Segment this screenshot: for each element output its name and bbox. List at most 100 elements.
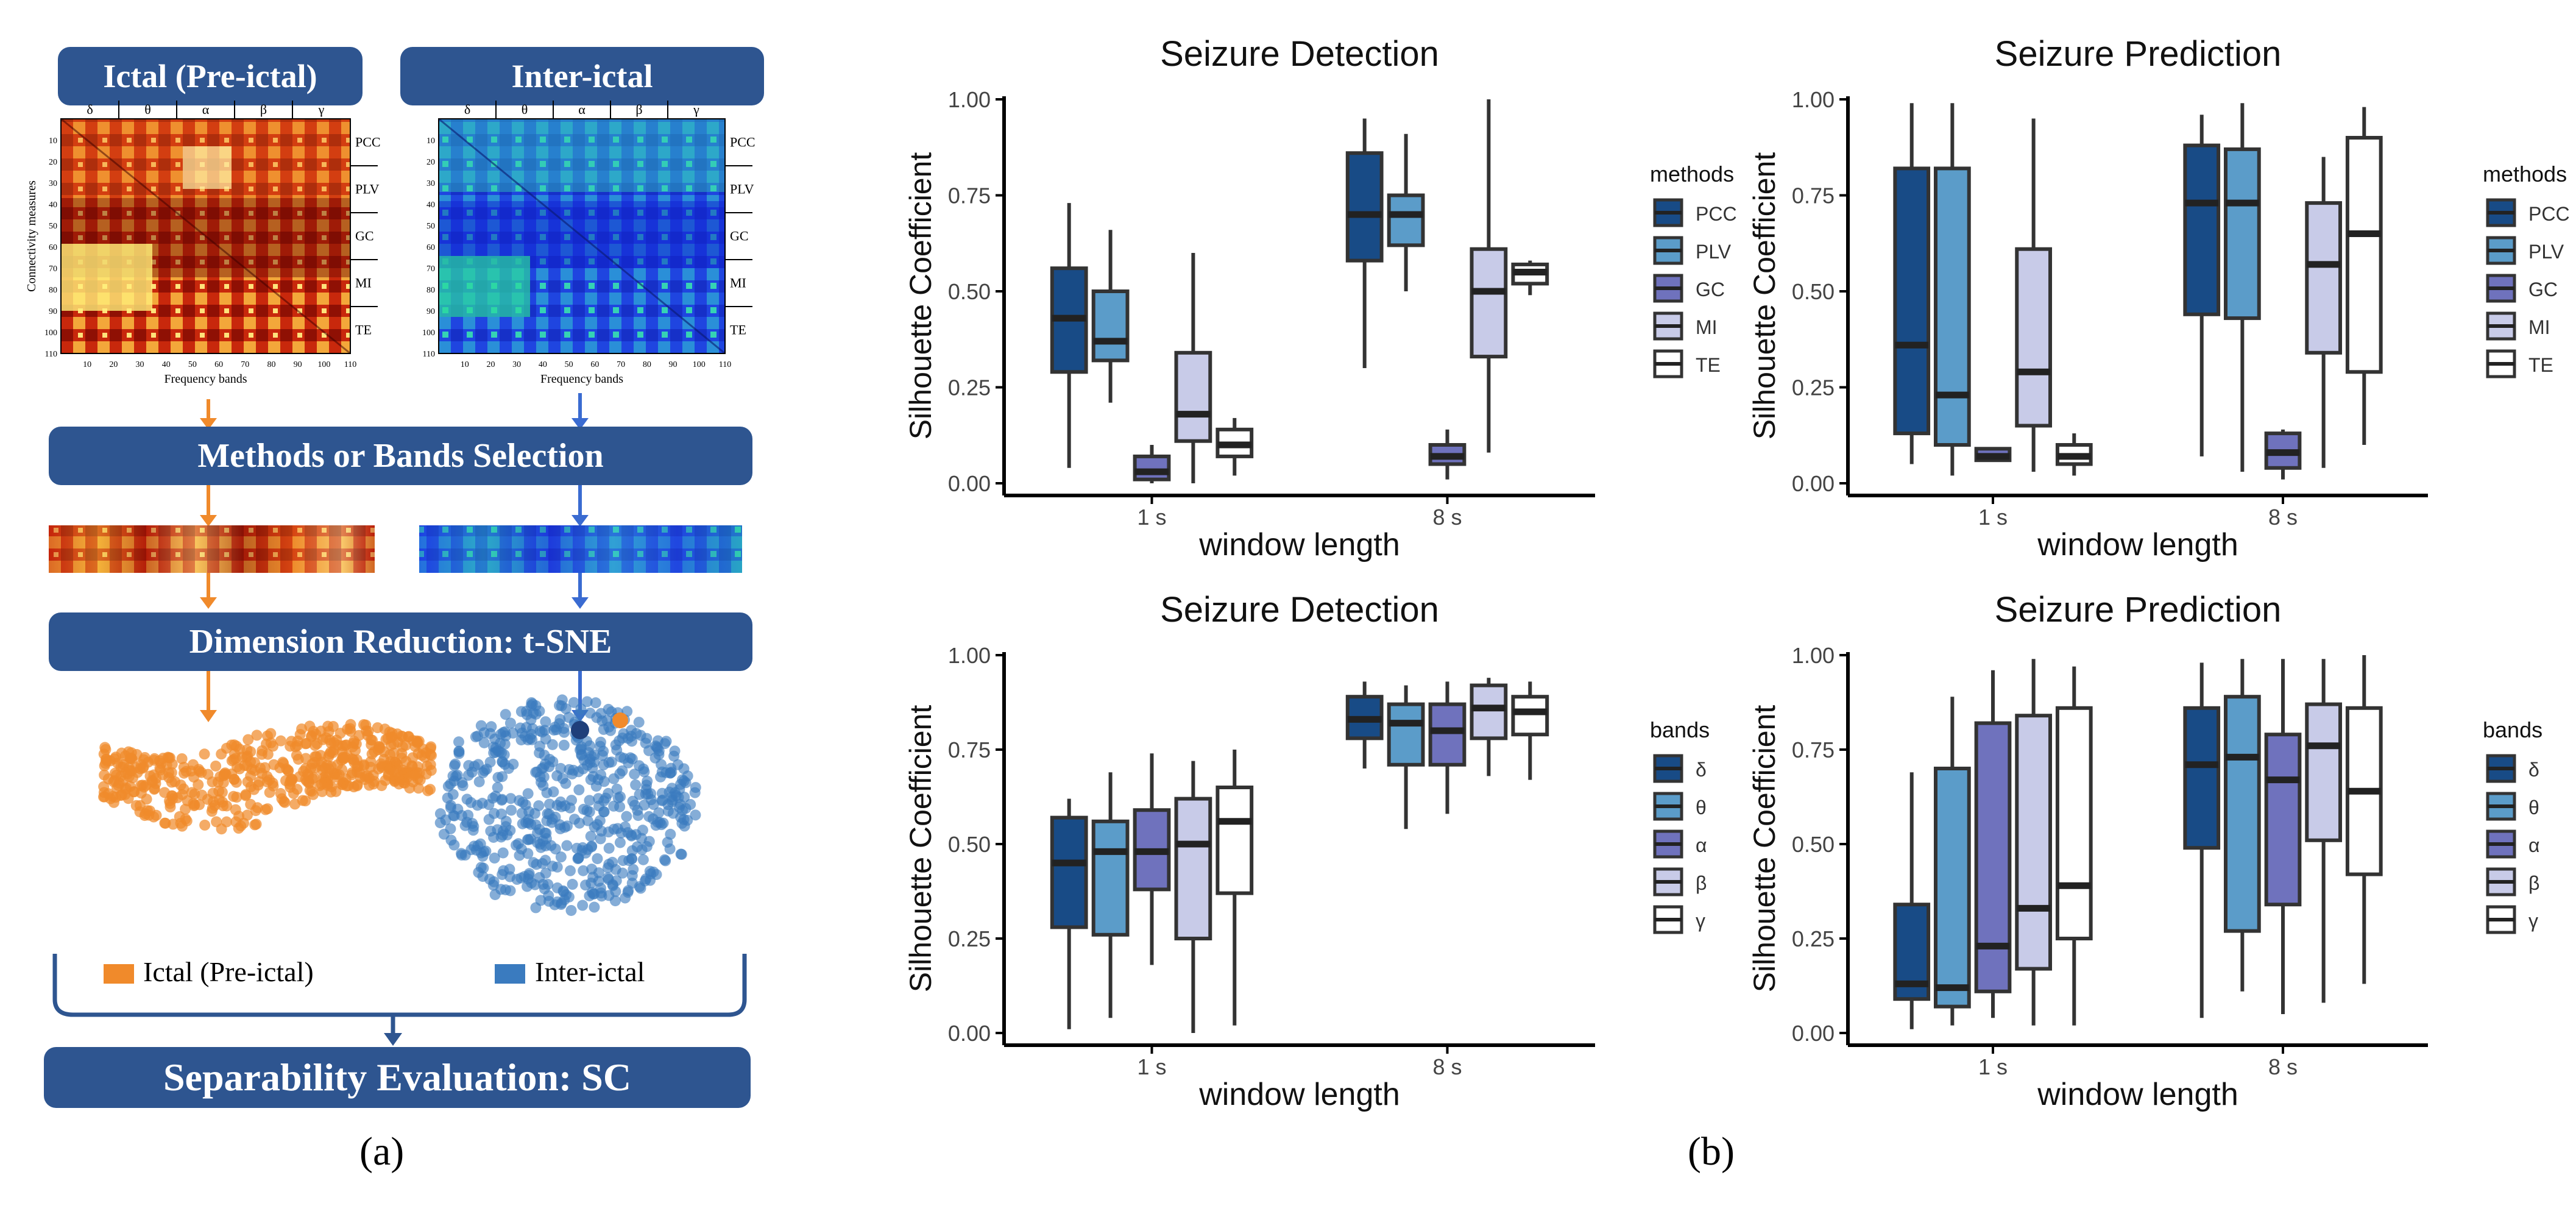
heatmap-measure-label: PLV	[730, 182, 754, 197]
heatmap-measure-label: MI	[730, 275, 746, 291]
box-TE-8s	[1511, 260, 1549, 296]
box-γ-8s	[2345, 655, 2383, 984]
heatmap-xtick: 60	[214, 360, 223, 369]
legend-label: PLV	[2528, 241, 2564, 263]
chart-prediction-bands: Seizure Prediction 0.00 0.25 0.50 0.75 1.00 Si…	[1747, 590, 2542, 1112]
heatmap-ytick: 80	[426, 286, 435, 295]
workflow-diagram: δ θ α β γ PCC PLV GC MI TE 10 20 30 40 50 60 70 80 90 100 11…	[25, 101, 755, 1046]
legend-title: methods	[1650, 162, 1734, 186]
y-tick-label: 0.50	[948, 279, 991, 304]
legend-label: β	[2528, 872, 2539, 894]
box-body	[1133, 808, 1171, 892]
heatmap-band-label: β	[260, 102, 267, 117]
y-tick-label: 1.00	[1792, 643, 1835, 668]
legend-label: PLV	[1696, 241, 1732, 263]
heatmap-measure-label: TE	[355, 322, 372, 338]
box-body	[2223, 147, 2261, 321]
heatmap-measure-label: TE	[730, 322, 746, 338]
y-tick-label: 0.00	[948, 1021, 991, 1046]
heatmap-band-label: θ	[522, 102, 528, 117]
box-PLV-8s	[2223, 103, 2261, 472]
y-tick-label: 0.25	[948, 375, 991, 400]
y-tick-label: 0.00	[1792, 471, 1835, 496]
heatmap-xtick: 20	[486, 360, 495, 369]
heatmap-xtick: 110	[719, 360, 731, 369]
box-GC-1s	[1974, 447, 2012, 463]
box-PLV-8s	[1387, 133, 1425, 291]
legend-swatch	[1653, 829, 1683, 859]
box-α-1s	[1974, 670, 2012, 1018]
heatmap-xtick: 10	[83, 360, 91, 369]
box-body	[1428, 443, 1467, 466]
heatmap-xtick: 70	[241, 360, 249, 369]
heatmap-ytick: 40	[49, 201, 57, 210]
box-β-1s	[1174, 761, 1212, 1033]
box-body	[2305, 201, 2343, 355]
heatmap-band-label: α	[202, 102, 210, 117]
y-tick-label: 1.00	[948, 643, 991, 668]
box-body	[1974, 721, 2012, 993]
ictal-tsne-cloud	[98, 719, 437, 835]
legend-swatch	[2486, 274, 2516, 303]
reduction-step: Dimension Reduction: t-SNE	[49, 612, 752, 671]
box-body	[1174, 350, 1212, 443]
legend-label: GC	[1696, 279, 1725, 300]
x-axis-label: window length	[1198, 527, 1400, 563]
heatmap-measure-label: PCC	[730, 135, 755, 150]
box-body	[2264, 733, 2302, 907]
heatmap-xtick: 80	[643, 360, 651, 369]
legend-swatch	[2486, 905, 2516, 934]
legend-label: α	[2528, 834, 2540, 856]
interictal-tsne-cloud	[434, 694, 701, 916]
heatmap-xtick: 60	[590, 360, 599, 369]
box-α-8s	[1428, 681, 1467, 814]
heatmap-measure-label: GC	[355, 229, 374, 244]
heatmap-measure-label: PLV	[355, 182, 380, 197]
ictal-title-box: Ictal (Pre-ictal)	[58, 47, 363, 105]
heatmap-band-label: θ	[144, 102, 151, 117]
heatmap-xtick: 20	[109, 360, 118, 369]
y-tick-label: 0.50	[1792, 832, 1835, 857]
y-tick-label: 0.50	[948, 832, 991, 857]
heatmap-xlabel: Frequency bands	[540, 372, 623, 386]
evaluation-step-label: Separability Evaluation: SC	[163, 1056, 632, 1099]
box-body	[2055, 706, 2093, 941]
heatmap-band-label: γ	[693, 102, 699, 117]
legend-label: PCC	[2528, 203, 2570, 225]
legend-label: MI	[1696, 316, 1718, 338]
box-body	[2264, 431, 2302, 470]
legend-label: θ	[2528, 797, 2539, 818]
box-α-1s	[1133, 753, 1171, 965]
heatmap-xtick: 40	[539, 360, 547, 369]
y-axis-label: Silhouette Coefficient	[904, 705, 938, 993]
x-tick-label: 8 s	[1432, 505, 1462, 530]
box-body	[1511, 695, 1549, 737]
box-θ-8s	[2223, 659, 2261, 992]
y-tick-label: 0.50	[1792, 279, 1835, 304]
legend-swatch	[2486, 754, 2516, 783]
legend-label: PCC	[1696, 203, 1737, 225]
box-PCC-1s	[1893, 103, 1931, 464]
legend-title: bands	[1650, 717, 1710, 742]
heatmap-band-label: δ	[87, 102, 93, 117]
reduction-step-label: Dimension Reduction: t-SNE	[189, 623, 612, 661]
y-tick-label: 0.75	[1792, 737, 1835, 762]
x-tick-label: 1 s	[1137, 1054, 1166, 1079]
legend-title: bands	[2483, 717, 2542, 742]
heatmap-ytick: 90	[49, 307, 57, 316]
heatmap-ytick: 110	[423, 350, 435, 359]
x-tick-label: 1 s	[1978, 1054, 2008, 1079]
legend-swatch	[1653, 274, 1683, 303]
heatmap-ylabel: Connectivity measures	[25, 180, 38, 292]
panel-a-label: (a)	[359, 1129, 405, 1174]
heatmap-measure-label: MI	[355, 275, 372, 291]
legend-title: methods	[2483, 162, 2567, 186]
box-MI-1s	[2015, 118, 2053, 472]
legend-label: δ	[2528, 759, 2539, 781]
box-PLV-1s	[1091, 230, 1130, 403]
chart-title: Seizure Detection	[1160, 590, 1439, 630]
y-tick-label: 1.00	[948, 87, 991, 112]
legend-label: TE	[1696, 354, 1721, 376]
box-TE-1s	[1215, 417, 1254, 476]
box-β-8s	[2305, 659, 2343, 1003]
